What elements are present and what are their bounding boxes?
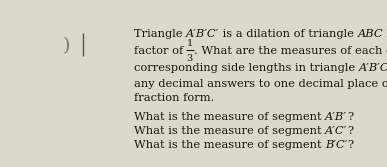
Text: What is the measure of segment: What is the measure of segment xyxy=(134,140,325,150)
Text: B′C′: B′C′ xyxy=(325,140,348,150)
Text: A′B′: A′B′ xyxy=(325,112,347,122)
Text: Triangle: Triangle xyxy=(134,29,186,39)
Text: 1: 1 xyxy=(187,39,193,48)
Text: What is the measure of segment: What is the measure of segment xyxy=(134,126,325,136)
Text: 3: 3 xyxy=(187,54,193,63)
Text: fraction form.: fraction form. xyxy=(134,94,214,104)
Text: ?: ? xyxy=(348,126,353,136)
Text: A′B′C′: A′B′C′ xyxy=(359,63,387,73)
Text: by a scale: by a scale xyxy=(384,29,387,39)
Text: . What are the measures of each of the: . What are the measures of each of the xyxy=(195,46,387,56)
Text: corresponding side lengths in triangle: corresponding side lengths in triangle xyxy=(134,63,359,73)
Text: What is the measure of segment: What is the measure of segment xyxy=(134,112,325,122)
Text: ABC: ABC xyxy=(358,29,384,39)
Text: is a dilation of triangle: is a dilation of triangle xyxy=(219,29,358,39)
Text: A′C′: A′C′ xyxy=(325,126,348,136)
Text: factor of: factor of xyxy=(134,46,187,56)
Text: ?: ? xyxy=(348,140,354,150)
Text: ): ) xyxy=(63,37,70,55)
Text: ?: ? xyxy=(347,112,353,122)
Text: any decimal answers to one decimal place or leave in: any decimal answers to one decimal place… xyxy=(134,79,387,89)
Text: A′B′C′: A′B′C′ xyxy=(186,29,219,39)
